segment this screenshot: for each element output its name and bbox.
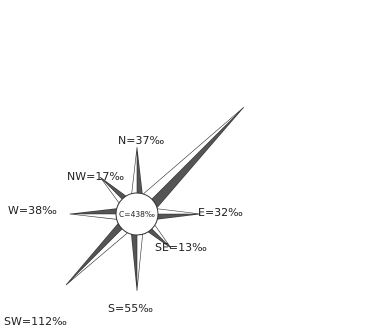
- ray-s-light: [136, 231, 144, 291]
- rose-rays: [65, 107, 244, 291]
- label-e: E=32‰: [198, 206, 243, 219]
- ray-w-dark: [69, 208, 120, 215]
- ray-n-dark: [136, 147, 143, 197]
- calm-label: C=438‰: [119, 210, 155, 219]
- ray-ne-light: [142, 107, 244, 202]
- ray-e-dark: [154, 213, 201, 220]
- calm-circle: [115, 192, 159, 236]
- ray-s-dark: [130, 231, 138, 291]
- label-nw: NW=17‰: [67, 170, 124, 183]
- ray-e-light: [154, 208, 201, 215]
- label-se: SE=13‰: [155, 241, 207, 254]
- label-n: N=37‰: [118, 134, 164, 147]
- label-w: W=38‰: [8, 204, 57, 217]
- ray-ne-dark: [149, 107, 244, 209]
- ray-sw-dark: [65, 221, 125, 286]
- label-sw: SW=112‰: [4, 315, 67, 328]
- ray-w-light: [69, 213, 120, 220]
- label-s: S=55‰: [108, 302, 153, 315]
- ray-sw-light: [65, 226, 130, 286]
- ray-n-light: [131, 147, 138, 197]
